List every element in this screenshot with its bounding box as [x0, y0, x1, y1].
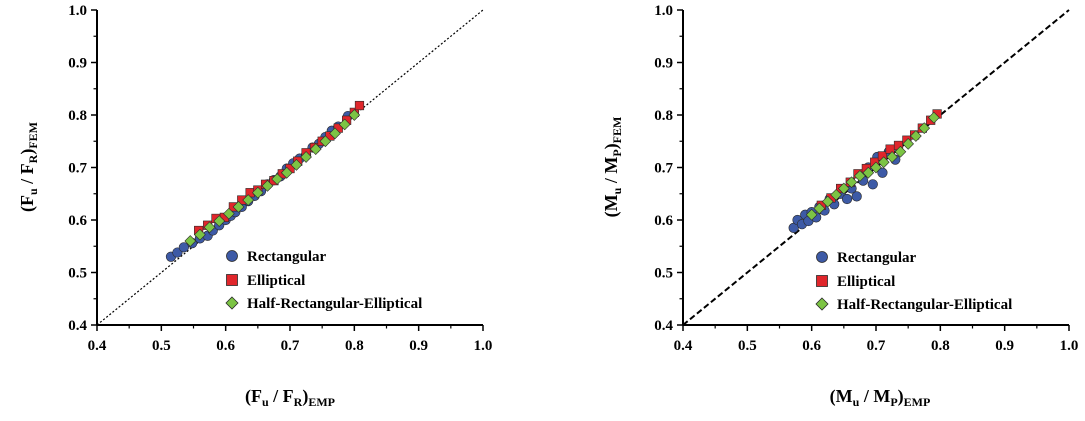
reference-line [682, 9, 1070, 326]
x-tick-label: 0.7 [867, 338, 886, 354]
data-point-diamond [271, 173, 283, 185]
data-point-diamond [194, 228, 206, 241]
data-point-diamond [886, 151, 898, 163]
legend: Rectangular Elliptical Half-Rectangular-… [815, 250, 1012, 313]
data-point-diamond [280, 166, 293, 179]
y-tick-label: 0.8 [68, 108, 87, 124]
legend-label-elliptical: Elliptical [247, 273, 305, 289]
x-tick-label: 0.9 [995, 338, 1014, 354]
scatter-points [165, 100, 365, 262]
y-tick-label: 0.7 [654, 161, 673, 177]
legend-label-half: Half-Rectangular-Elliptical [247, 296, 422, 312]
data-point-circle [867, 179, 878, 190]
data-point-diamond [928, 111, 940, 124]
data-point-diamond [918, 122, 931, 134]
chart-right: 0.4 0.5 0.6 0.7 0.8 0.9 1.0 0.4 0.5 0.6 0.7 0.8 0.9 1… [601, 3, 1078, 409]
data-point-circle [851, 191, 862, 202]
y-axis-label: (Mu / MP)FEM [601, 117, 624, 218]
data-point-diamond [290, 159, 303, 171]
y-tick-label: 0.6 [654, 213, 673, 229]
data-point-diamond [813, 202, 826, 215]
legend-marker-half [225, 296, 239, 310]
data-point-diamond [877, 156, 890, 169]
legend-marker-elliptical [226, 274, 238, 286]
y-tick-label: 0.5 [68, 266, 87, 282]
data-point-diamond [845, 176, 858, 189]
data-point-diamond [242, 194, 255, 206]
y-tick-label: 0.7 [68, 161, 87, 177]
legend-marker-half [815, 297, 829, 311]
y-tick-label: 1.0 [68, 3, 87, 19]
data-point-diamond [805, 208, 818, 221]
x-tick-label: 0.7 [281, 338, 300, 354]
data-point-square [354, 100, 365, 111]
x-tick-label: 0.5 [152, 338, 171, 354]
y-tick-label: 0.9 [68, 56, 87, 72]
data-point-square [885, 144, 895, 154]
data-point-diamond [838, 182, 850, 195]
data-point-diamond [338, 118, 351, 131]
y-tick-label: 0.5 [654, 266, 673, 282]
data-point-diamond [300, 151, 312, 163]
x-tick-label: 1.0 [1060, 338, 1079, 354]
data-point-diamond [252, 186, 264, 199]
legend: Rectangular Elliptical Half-Rectangular-… [225, 249, 422, 312]
legend-marker-rectangular [816, 251, 828, 263]
data-point-diamond [910, 130, 922, 142]
y-tick-label: 0.4 [68, 318, 87, 334]
data-point-circle [877, 167, 888, 178]
data-point-circle [841, 193, 853, 205]
legend-label-half: Half-Rectangular-Elliptical [837, 297, 1012, 313]
data-point-diamond [223, 207, 235, 220]
legend-label-rectangular: Rectangular [247, 249, 326, 265]
data-point-diamond [184, 235, 197, 247]
data-point-circle [178, 242, 189, 253]
legend-marker-elliptical [816, 275, 828, 287]
data-point-diamond [213, 215, 226, 227]
y-axis-label: (Fu / FR)FEM [17, 122, 40, 212]
data-point-diamond [232, 201, 245, 213]
x-tick-label: 0.6 [216, 338, 235, 354]
data-point-diamond [862, 166, 875, 179]
data-point-diamond [329, 127, 341, 140]
y-tick-label: 0.6 [68, 213, 87, 229]
x-tick-label: 0.4 [88, 338, 107, 354]
data-point-diamond [854, 170, 866, 182]
y-tick-label: 1.0 [654, 3, 673, 19]
scatter-points [788, 109, 942, 233]
x-tick-label: 0.5 [738, 338, 757, 354]
x-tick-label: 0.4 [674, 338, 693, 354]
data-point-diamond [309, 143, 322, 155]
data-point-diamond [319, 135, 332, 148]
legend-label-elliptical: Elliptical [837, 274, 895, 290]
y-tick-label: 0.8 [654, 108, 673, 124]
data-point-diamond [894, 145, 907, 158]
data-point-diamond [348, 109, 361, 121]
axis-ticks: 0.4 0.5 0.6 0.7 0.8 0.9 1.0 0.4 0.5 0.6 0.7 0.8 0.9 1… [654, 3, 1078, 354]
x-tick-label: 0.6 [802, 338, 821, 354]
data-point-diamond [902, 138, 914, 150]
data-point-diamond [203, 221, 216, 234]
x-axis-label: (Fu / FR)EMP [245, 386, 335, 409]
x-tick-label: 0.9 [409, 338, 428, 354]
legend-marker-rectangular [226, 250, 238, 262]
x-axis-label: (Mu / MP)EMP [830, 386, 931, 409]
y-tick-label: 0.4 [654, 318, 673, 334]
chart-left: 0.4 0.5 0.6 0.7 0.8 0.9 1.0 0.4 0.5 0.6 0.7 0.8 0.9 1… [17, 3, 492, 409]
x-tick-label: 0.8 [345, 338, 364, 354]
legend-label-rectangular: Rectangular [837, 250, 916, 266]
data-point-diamond [261, 180, 274, 192]
x-tick-label: 1.0 [474, 338, 493, 354]
x-tick-label: 0.8 [931, 338, 950, 354]
y-tick-label: 0.9 [654, 56, 673, 72]
data-point-diamond [821, 195, 834, 208]
data-point-diamond [830, 188, 842, 201]
data-point-diamond [870, 161, 882, 174]
